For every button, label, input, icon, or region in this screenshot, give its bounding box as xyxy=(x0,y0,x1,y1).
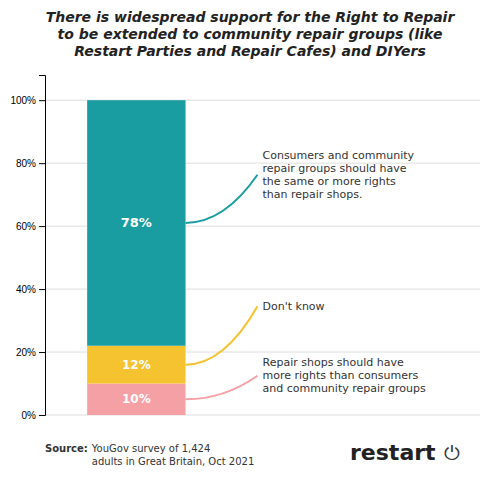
tick-mark xyxy=(39,352,45,353)
text-line: and community repair groups xyxy=(263,382,427,395)
data-label: 78% xyxy=(121,215,152,230)
tick-label: 60% xyxy=(16,221,36,232)
tick: 40% xyxy=(16,284,45,295)
tick: 20% xyxy=(16,347,45,358)
text-line: Consumers and community xyxy=(263,149,415,162)
text-line: repair groups should have xyxy=(263,162,407,175)
tick-label: 20% xyxy=(16,347,36,358)
text-line: There is widespread support for the Righ… xyxy=(46,9,456,25)
tick-mark xyxy=(39,226,45,227)
data-label: 12% xyxy=(122,358,151,372)
series xyxy=(87,100,185,346)
series xyxy=(87,346,185,384)
text-line: Restart Parties and Repair Cafes) and DI… xyxy=(74,43,425,59)
text-line: than repair shops. xyxy=(263,188,363,201)
tick-mark xyxy=(39,100,45,101)
bars xyxy=(87,100,185,415)
source-text: YouGov survey of 1,424 adults in Great Br… xyxy=(91,443,254,467)
tick: 0% xyxy=(22,410,45,421)
text-line: Don't know xyxy=(263,300,325,313)
tick: 60% xyxy=(16,221,45,232)
text-line: YouGov survey of 1,424 xyxy=(91,443,210,454)
text-line: the same or more rights xyxy=(263,175,397,188)
source-label: Source: xyxy=(45,443,88,454)
connector xyxy=(186,306,258,364)
logo: restart xyxy=(350,440,436,465)
tick: 100% xyxy=(10,95,45,106)
tick-mark xyxy=(39,289,45,290)
text-line: to be extended to community repair group… xyxy=(58,26,443,42)
annotation: Consumers and communityrepair groups sho… xyxy=(263,149,415,201)
tick-mark xyxy=(39,163,45,164)
data-label: 10% xyxy=(122,392,151,406)
bar-segment xyxy=(87,100,185,346)
text-line: adults in Great Britain, Oct 2021 xyxy=(92,456,254,467)
plot: 0% 20% 40% 60% 80% 100% 10% 12% 78% Repair shops … xyxy=(10,76,480,421)
text-line: Repair shops should have xyxy=(263,356,405,369)
connector xyxy=(186,175,258,223)
data-labels: 10% 12% 78% xyxy=(121,215,152,406)
annotations: Repair shops should havemore rights than… xyxy=(186,149,426,400)
bar-segment xyxy=(87,346,185,384)
text-line: more rights than consumers xyxy=(263,369,419,382)
series xyxy=(87,384,185,415)
chart: There is widespread support for the Righ… xyxy=(0,0,500,500)
title: There is widespread support for the Righ… xyxy=(46,9,456,59)
annotation: Repair shops should havemore rights than… xyxy=(263,356,427,395)
tick-mark xyxy=(39,415,45,416)
tick-label: 0% xyxy=(22,410,37,421)
tick: 80% xyxy=(16,158,45,169)
annotation: Don't know xyxy=(263,300,325,313)
connector xyxy=(186,376,258,400)
tick-label: 80% xyxy=(16,158,36,169)
y-axis: 0% 20% 40% 60% 80% 100% xyxy=(10,76,45,421)
tick-label: 40% xyxy=(16,284,36,295)
logo-icon: ⏻ xyxy=(444,441,460,465)
tick-label: 100% xyxy=(10,95,36,106)
bar-segment xyxy=(87,384,185,415)
grid xyxy=(45,100,480,415)
axis-line xyxy=(39,76,46,416)
